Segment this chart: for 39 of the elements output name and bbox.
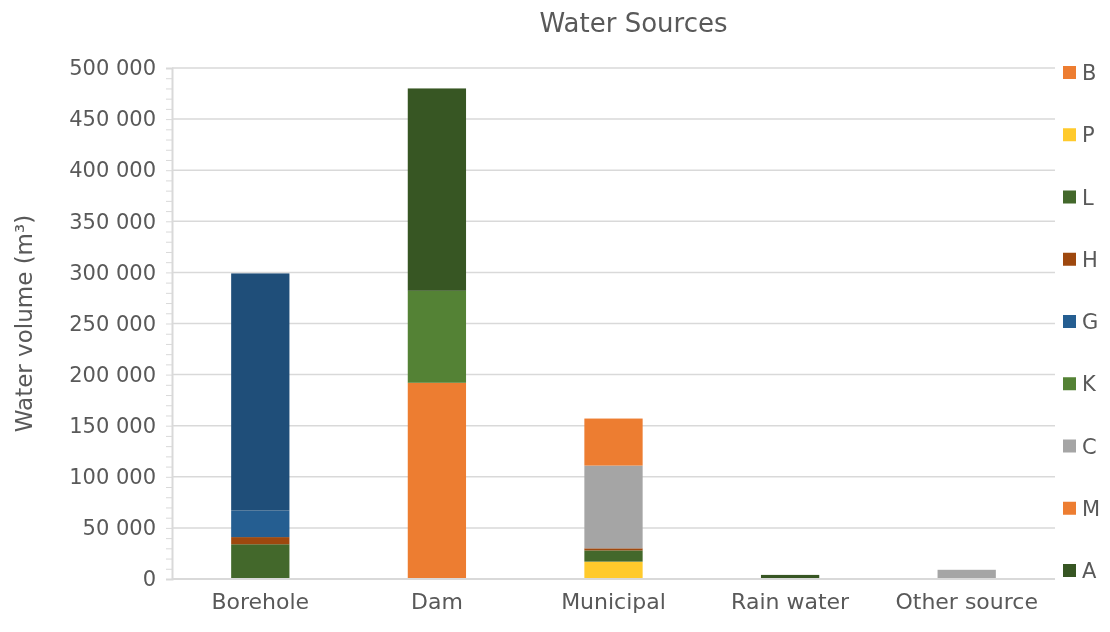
legend-label: L (1082, 185, 1094, 210)
legend-label: P (1082, 123, 1095, 148)
x-tick-label: Rain water (731, 588, 851, 614)
bar (231, 544, 290, 579)
bar (584, 550, 643, 562)
legend-label: H (1082, 247, 1098, 272)
bar (584, 418, 643, 466)
x-tick-label: Municipal (561, 588, 666, 614)
x-tick-label: Other source (895, 588, 1038, 614)
y-tick-label: 0 (142, 567, 156, 592)
legend-label: B (1082, 61, 1097, 85)
y-tick-label: 250 000 (69, 311, 156, 336)
y-tick-label: 150 000 (69, 413, 156, 438)
y-tick-label: 450 000 (69, 107, 156, 132)
x-tick-label: Borehole (211, 588, 310, 614)
bar (584, 561, 643, 579)
bar (231, 273, 290, 511)
legend-label: K (1082, 372, 1097, 397)
bar (584, 548, 643, 551)
bar (407, 88, 467, 291)
legend-label: G (1082, 310, 1099, 334)
bar (407, 382, 467, 579)
legend-label: C (1082, 434, 1097, 459)
bar (584, 465, 643, 549)
x-tick-label: Dam (410, 588, 463, 614)
bar (231, 537, 290, 545)
chart-title: Water Sources (539, 8, 728, 38)
bar (407, 290, 467, 383)
legend-label: M (1082, 496, 1101, 521)
bar (231, 510, 290, 538)
legend-label: A (1082, 559, 1097, 583)
y-tick-label: 500 000 (69, 56, 156, 81)
y-tick-label: 50 000 (82, 516, 156, 541)
y-tick-label: 300 000 (69, 260, 156, 285)
y-tick-label: 350 000 (69, 209, 156, 234)
y-tick-label: 200 000 (69, 362, 156, 387)
y-tick-label: 400 000 (69, 158, 156, 183)
y-axis-title: Water volume (m³) (11, 214, 37, 433)
y-tick-label: 100 000 (69, 465, 156, 490)
